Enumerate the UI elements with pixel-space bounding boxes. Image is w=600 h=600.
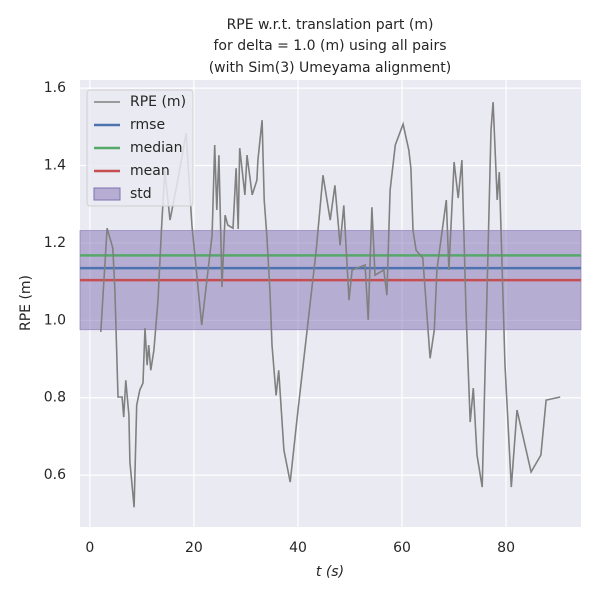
chart-title: RPE w.r.t. translation part (m) <box>227 17 434 33</box>
chart-title: for delta = 1.0 (m) using all pairs <box>214 38 447 54</box>
data-line <box>100 102 561 508</box>
y-tick-label: 0.6 <box>44 467 66 483</box>
x-tick-label: 0 <box>85 540 94 556</box>
legend-box <box>86 89 194 207</box>
legend-label: RPE (m) <box>130 94 186 110</box>
chart-title: (with Sim(3) Umeyama alignment) <box>209 60 452 76</box>
y-tick-label: 1.0 <box>44 312 66 328</box>
legend-label: rmse <box>130 117 165 133</box>
legend-label: mean <box>130 163 170 179</box>
x-tick-label: 80 <box>497 540 515 556</box>
y-axis-label: RPE (m) <box>18 275 34 331</box>
x-tick-label: 20 <box>185 540 203 556</box>
x-axis-label: t (s) <box>316 564 344 580</box>
legend-label: std <box>130 186 152 202</box>
y-tick-label: 1.6 <box>44 80 66 96</box>
legend-swatch <box>93 187 121 201</box>
y-tick-label: 1.2 <box>44 235 66 251</box>
x-tick-label: 60 <box>393 540 411 556</box>
y-tick-label: 0.8 <box>44 390 66 406</box>
legend-label: median <box>130 140 182 156</box>
y-tick-label: 1.4 <box>44 158 66 174</box>
x-tick-label: 40 <box>289 540 307 556</box>
